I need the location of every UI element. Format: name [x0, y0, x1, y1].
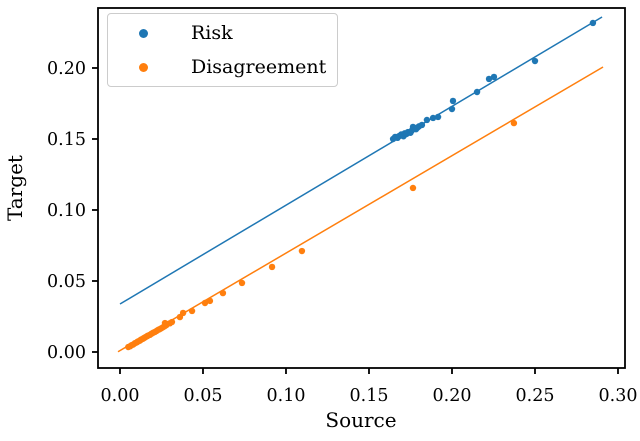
data-point-disagreement: [219, 289, 227, 297]
data-point-risk: [449, 97, 457, 105]
x-tick-label: 0.15: [350, 386, 389, 406]
data-point-disagreement: [510, 119, 518, 127]
data-point-disagreement: [188, 307, 196, 315]
data-point-disagreement: [409, 184, 417, 192]
legend-item-risk: Risk: [108, 16, 337, 50]
x-tick-label: 0.00: [101, 386, 140, 406]
legend: Risk Disagreement: [107, 13, 338, 87]
y-tick-label: 0.00: [47, 343, 86, 363]
legend-label-risk: Risk: [191, 21, 233, 44]
data-point-risk: [473, 88, 481, 96]
data-point-risk: [423, 116, 431, 124]
x-tick-label: 0.20: [433, 386, 472, 406]
data-point-risk: [490, 73, 498, 81]
y-tick-label: 0.05: [47, 272, 86, 292]
legend-label-disagreement: Disagreement: [191, 55, 327, 78]
data-point-risk: [448, 105, 456, 113]
legend-item-disagreement: Disagreement: [108, 50, 337, 84]
data-point-disagreement: [206, 297, 214, 305]
risk-marker-icon: [139, 28, 148, 38]
x-tick-label: 0.25: [516, 386, 555, 406]
data-point-disagreement: [161, 319, 169, 327]
data-point-disagreement: [179, 309, 187, 317]
data-point-disagreement: [168, 318, 176, 326]
data-point-disagreement: [298, 247, 306, 255]
disagreement-marker-icon: [139, 62, 148, 72]
data-point-disagreement: [238, 279, 246, 287]
fit-line-risk: [119, 16, 603, 305]
x-tick-label: 0.10: [267, 386, 306, 406]
y-tick-label: 0.10: [47, 201, 86, 221]
x-axis-label: Source: [325, 408, 397, 432]
data-point-risk: [429, 114, 437, 122]
x-tick-label: 0.05: [184, 386, 223, 406]
fit-line-disagreement: [117, 66, 604, 353]
data-point-disagreement: [201, 299, 209, 307]
data-point-risk: [589, 19, 597, 27]
axes-frame: [97, 7, 626, 369]
data-point-risk: [418, 121, 426, 129]
data-point-risk: [531, 57, 539, 65]
y-tick-label: 0.20: [47, 59, 86, 79]
data-point-risk: [485, 75, 493, 83]
data-point-disagreement: [268, 263, 276, 271]
x-tick-label: 0.30: [599, 386, 638, 406]
y-axis-label: Target: [3, 155, 27, 221]
data-point-risk: [434, 113, 442, 121]
y-tick-label: 0.15: [47, 130, 86, 150]
